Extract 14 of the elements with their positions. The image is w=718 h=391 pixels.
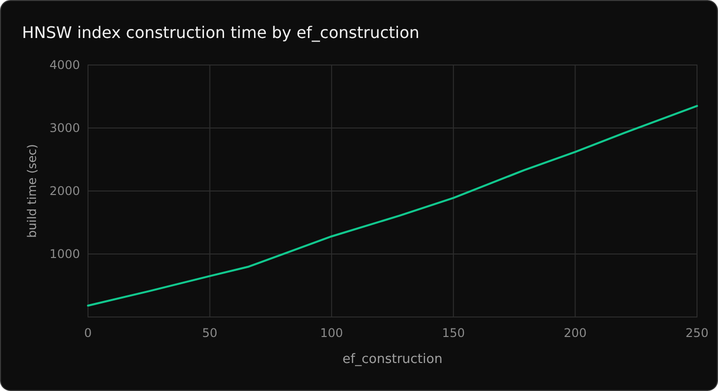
y-axis-title: build time (sec) xyxy=(25,144,39,238)
x-tick-label: 100 xyxy=(320,326,344,340)
line-series xyxy=(87,104,698,307)
y-tick-label: 1000 xyxy=(49,247,80,261)
chart-title: HNSW index construction time by ef_construction xyxy=(22,23,420,42)
x-tick-label: 250 xyxy=(686,326,708,340)
x-tick-label: 0 xyxy=(84,326,92,340)
x-tick-label: 50 xyxy=(202,326,218,340)
y-tick-label: 3000 xyxy=(49,121,80,135)
x-tick-label: 150 xyxy=(442,326,465,340)
y-tick-label: 4000 xyxy=(49,58,80,72)
y-tick-label: 2000 xyxy=(49,184,80,198)
x-tick-label: 200 xyxy=(564,326,587,340)
x-axis-title: ef_construction xyxy=(342,352,442,367)
